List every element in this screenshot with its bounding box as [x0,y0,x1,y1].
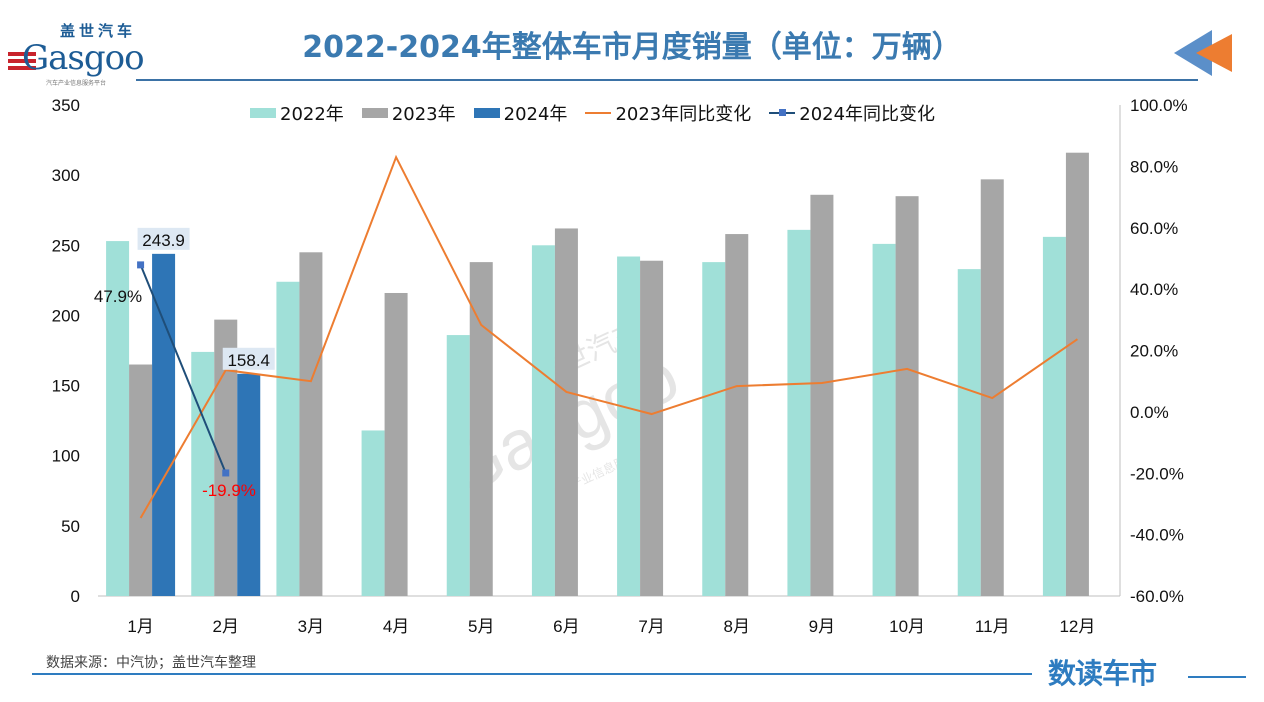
bar-2022年 [1042,236,1066,596]
legend-item: 2023年同比变化 [585,100,751,126]
bar-2022年 [787,229,811,596]
bar-2022年 [531,245,555,597]
legend-item: 2022年 [250,100,344,126]
bar-2022年 [957,269,981,596]
bar-2023年 [554,228,578,597]
legend-label: 2023年同比变化 [615,104,752,125]
x-tick-label: 5月 [468,617,494,636]
bar-data-label: 243.9 [142,231,185,250]
y-tick-label: 300 [52,166,80,185]
y2-tick-label: 40.0% [1130,280,1178,299]
x-tick-label: 7月 [638,617,664,636]
y-tick-label: 250 [52,236,80,255]
bar-2024年 [237,373,261,596]
marker-2024年同比变化 [137,261,145,269]
legend-label: 2022年 [280,104,344,125]
bar-2024年 [152,253,176,596]
x-tick-label: 4月 [383,617,409,636]
legend-label: 2023年 [391,104,456,125]
y2-tick-label: -40.0% [1130,526,1184,545]
footer-divider [32,673,1032,675]
bar-2023年 [469,262,493,596]
line-2023年同比变化 [139,154,1078,519]
legend-item: 2024年同比变化 [769,100,935,126]
y-tick-label: 150 [52,377,80,396]
bar-2022年 [276,281,300,596]
data-label-bg [222,347,275,370]
bar-2023年 [895,196,919,596]
chart-legend: 2022年 2023年 2024年 2023年同比变化 2024年同比变化 [250,100,935,126]
bar-2023年 [299,252,323,597]
bar-2022年 [702,262,726,596]
legend-item: 2023年 [361,100,456,126]
bar-2023年 [810,194,834,597]
x-tick-label: 1月 [127,617,153,636]
y2-tick-label: 0.0% [1130,403,1169,422]
bar-2022年 [872,243,896,596]
y2-tick-label: -60.0% [1130,587,1184,606]
title-divider [136,79,1198,81]
y-tick-label: 350 [52,96,80,115]
x-tick-label: 8月 [724,617,750,636]
page-title: 2022-2024年整体车市月度销量（单位：万辆） [302,30,962,65]
logo-stripes [8,52,36,72]
bar-2023年 [725,234,749,596]
yoy-data-label: 47.9% [94,287,142,306]
bar-2023年 [129,364,153,596]
gasgoo-logo: 盖世汽车 Gasgoo 汽车产业信息服务平台 [8,20,158,90]
y2-tick-label: 60.0% [1130,219,1178,238]
y2-tick-label: 100.0% [1130,96,1188,115]
y2-tick-label: 20.0% [1130,342,1178,361]
bar-2022年 [446,335,470,596]
bar-2023年 [980,179,1004,596]
arrow-icon [1174,30,1232,76]
y-tick-label: 200 [52,306,80,325]
logo-sub: 汽车产业信息服务平台 [46,80,107,87]
x-tick-label: 3月 [298,617,324,636]
bar-2023年 [384,292,408,596]
bar-2022年 [106,241,130,596]
bar-2023年 [1065,152,1089,596]
y2-tick-label: 80.0% [1130,157,1178,176]
data-source: 数据来源：中汽协；盖世汽车整理 [46,655,256,671]
y-tick-label: 50 [61,517,80,536]
footer-divider-right [1188,676,1246,678]
x-tick-label: 11月 [975,617,1010,636]
bar-2022年 [617,256,641,596]
legend-label: 2024年同比变化 [799,104,936,125]
x-tick-label: 12月 [1059,617,1095,636]
brand-label: 数读车市 [1048,657,1157,690]
bar-2023年 [640,260,664,596]
bar-2022年 [361,430,385,596]
y-tick-label: 100 [52,447,80,466]
marker-2024年同比变化 [222,469,230,477]
x-tick-label: 2月 [213,617,239,636]
bar-data-label: 158.4 [227,351,270,370]
y2-tick-label: -20.0% [1130,464,1184,483]
legend-label: 2024年 [503,104,568,125]
y-tick-label: 0 [71,587,80,606]
line-2024年同比变化 [139,264,227,474]
bar-2023年 [214,319,238,596]
x-tick-label: 6月 [553,617,579,636]
x-tick-label: 10月 [889,617,925,636]
legend-item: 2024年 [473,100,568,126]
logo-cn: 盖世汽车 [60,22,137,40]
bar-2022年 [191,351,215,596]
x-tick-label: 9月 [809,617,835,636]
data-label-bg [137,227,190,250]
yoy-data-label: -19.9% [202,481,256,500]
logo-en: Gasgoo [22,38,145,78]
